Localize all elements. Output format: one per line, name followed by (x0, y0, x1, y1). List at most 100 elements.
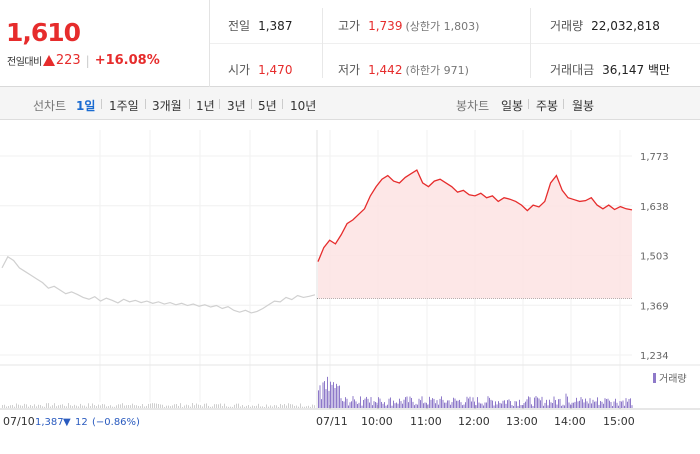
volume-bar (459, 399, 460, 408)
volume-bar (487, 396, 489, 408)
volume-bar-prev (54, 403, 55, 408)
volume-bar-prev (48, 403, 49, 408)
volume-bar (345, 397, 346, 408)
volume-bar (478, 402, 480, 408)
volume-bar-prev (6, 406, 7, 408)
volume-bar (438, 404, 439, 408)
tab-monthly-candle[interactable]: 월봉 (572, 99, 595, 113)
volume-bar (627, 401, 628, 408)
volume-bar-prev (280, 403, 281, 408)
volume-bar (537, 397, 538, 408)
stats-grid: 전일 1,387 고가 1,739 (상한가 1,803) 거래량 22,032,818… (210, 0, 700, 87)
volume-bar-prev (118, 404, 119, 408)
volume-bar-prev (158, 404, 159, 408)
volume-bar (565, 393, 567, 408)
volume-bar-prev (44, 406, 45, 408)
volume-bar-prev (22, 405, 23, 408)
stat-open: 시가 1,470 (228, 61, 292, 78)
volume-bar (558, 399, 559, 408)
volume-bar (631, 405, 633, 408)
x-tick-label: 12:00 (458, 415, 490, 428)
change-row: 전일대비 223 | +16.08% (7, 53, 160, 68)
tab-5y[interactable]: 5년 (258, 99, 277, 113)
prev-day-info: 07/10 1,387 ▼ 12 (−0.86%) (3, 415, 140, 428)
volume-bar (340, 398, 342, 408)
volume-bar-prev (152, 403, 153, 408)
tab-divider (563, 99, 564, 109)
volume-bar-prev (126, 405, 127, 408)
volume-bar (382, 403, 384, 408)
tab-weekly-candle[interactable]: 주봉 (536, 99, 559, 113)
volume-bar (573, 402, 574, 408)
volume-bar (496, 404, 498, 408)
tab-divider (101, 99, 102, 109)
change-label: 전일대비 (7, 57, 42, 68)
volume-bar-prev (254, 406, 255, 408)
volume-bar (402, 403, 403, 408)
volume-bar-prev (130, 405, 131, 408)
volume-bar (328, 390, 330, 408)
volume-bar-prev (14, 406, 15, 408)
tab-1y[interactable]: 1년 (196, 99, 215, 113)
volume-bar (442, 399, 444, 408)
tab-3y[interactable]: 3년 (227, 99, 246, 113)
volume-bar (469, 396, 471, 408)
line-chart-label: 선차트 (33, 99, 67, 113)
volume-bar-prev (146, 405, 147, 408)
tab-3m[interactable]: 3개월 (152, 99, 182, 113)
volume-bar (606, 399, 607, 408)
volume-bar (568, 402, 570, 408)
volume-bar (339, 385, 340, 408)
volume-bar-prev (276, 405, 277, 408)
tab-daily-candle[interactable]: 일봉 (501, 99, 524, 113)
volume-bar (378, 397, 379, 408)
series-layer (1, 169, 633, 314)
volume-bar-prev (282, 405, 283, 408)
volume-bar (384, 402, 385, 408)
volume-bar-prev (112, 406, 113, 408)
volume-bar-prev (192, 403, 193, 408)
tab-divider (219, 99, 220, 109)
volume-bar-prev (150, 403, 151, 408)
volume-legend-swatch (653, 373, 656, 383)
volume-bar (481, 403, 483, 408)
volume-bar-prev (306, 406, 307, 408)
tab-10y[interactable]: 10년 (290, 99, 317, 113)
volume-bar (592, 399, 594, 408)
stat-value: 1,442 (368, 63, 403, 77)
stat-unit: 백만 (648, 63, 671, 77)
volume-bar (504, 400, 505, 408)
volume-bar-prev (310, 406, 311, 408)
volume-bar (367, 398, 369, 408)
volume-bar (405, 397, 406, 408)
volume-bar (535, 396, 537, 408)
volume-bar (366, 396, 367, 408)
volume-bar-prev (230, 406, 231, 408)
volume-bar (429, 396, 430, 408)
volume-bar (375, 401, 376, 408)
volume-bar (513, 405, 514, 408)
volume-bar (624, 405, 625, 408)
volume-bar (540, 400, 541, 408)
volume-bar (436, 400, 438, 408)
volume-bar-prev (220, 403, 221, 408)
tab-1w[interactable]: 1주일 (109, 99, 139, 113)
volume-bar-prev (94, 405, 95, 408)
volume-bar (387, 404, 388, 408)
volume-bar (421, 396, 423, 408)
volume-bar-prev (50, 406, 51, 408)
volume-bar-prev (64, 405, 65, 408)
volume-bar-prev (222, 406, 223, 408)
tab-1d[interactable]: 1일 (76, 99, 96, 113)
volume-bar-prev (34, 404, 35, 408)
volume-bar (444, 402, 445, 408)
volume-bar (534, 397, 535, 408)
volume-bar-prev (124, 405, 125, 408)
volume-bar-prev (260, 406, 261, 408)
candle-chart-label: 봉차트 (456, 99, 490, 113)
stat-label: 고가 (338, 19, 361, 33)
change-abs: 223 (55, 53, 81, 68)
volume-bar (622, 400, 624, 408)
volume-bar (433, 398, 435, 408)
volume-bar-prev (212, 406, 213, 408)
